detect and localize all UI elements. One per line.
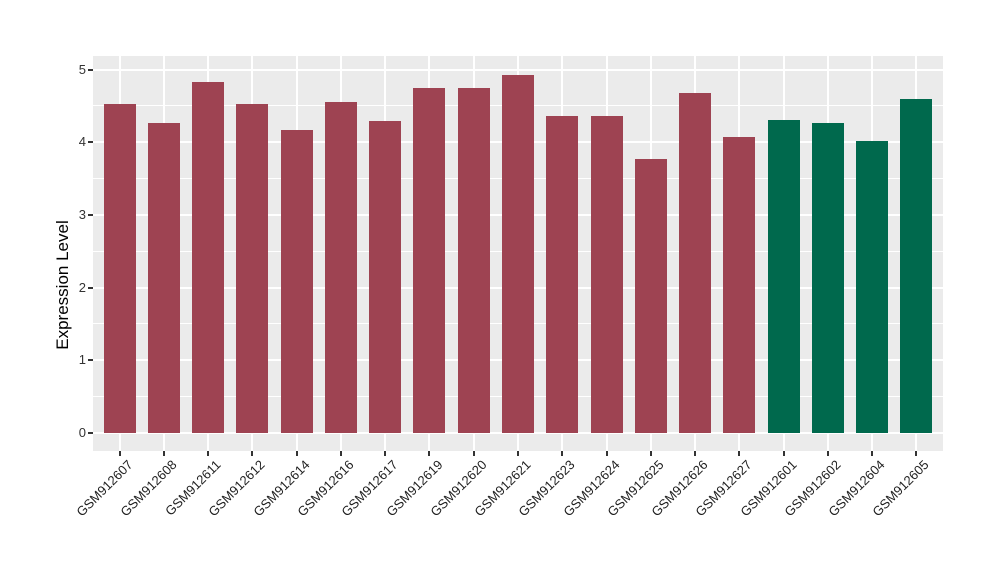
x-tick-mark xyxy=(782,451,785,456)
x-tick-mark xyxy=(384,451,387,456)
y-tick-label: 0 xyxy=(78,425,86,440)
x-tick-mark xyxy=(207,451,210,456)
y-tick-mark xyxy=(88,359,93,362)
bar-GSM912624 xyxy=(590,116,623,433)
y-tick-label: 2 xyxy=(78,279,86,295)
y-tick-label: 5 xyxy=(78,61,86,77)
bar-GSM912605 xyxy=(900,98,933,433)
bar-GSM912616 xyxy=(324,101,357,433)
x-tick-mark xyxy=(517,451,520,456)
bar-GSM912621 xyxy=(502,74,535,433)
bar-GSM912627 xyxy=(723,137,756,433)
x-tick-mark xyxy=(295,451,298,456)
x-tick-mark xyxy=(605,451,608,456)
x-tick-mark xyxy=(251,451,254,456)
x-tick-mark xyxy=(561,451,564,456)
x-tick-mark xyxy=(738,451,741,456)
y-tick-mark xyxy=(88,68,93,71)
x-tick-mark xyxy=(162,451,165,456)
y-tick-mark xyxy=(88,141,93,144)
bar-GSM912612 xyxy=(236,104,269,433)
bar-GSM912614 xyxy=(280,129,313,433)
x-tick-mark xyxy=(871,451,874,456)
bar-GSM912626 xyxy=(679,92,712,433)
x-tick-mark xyxy=(694,451,697,456)
y-tick-mark xyxy=(88,213,93,216)
bar-GSM912623 xyxy=(546,116,579,433)
x-tick-mark xyxy=(649,451,652,456)
bar-GSM912608 xyxy=(147,123,180,433)
bar-GSM912607 xyxy=(103,103,136,433)
y-tick-label: 4 xyxy=(78,134,86,150)
bar-GSM912617 xyxy=(369,121,402,433)
y-tick-mark xyxy=(88,432,93,434)
x-tick-mark xyxy=(472,451,475,456)
bar-GSM912625 xyxy=(634,158,667,433)
plot-panel xyxy=(93,56,943,451)
x-tick-mark xyxy=(428,451,431,456)
bar-GSM912611 xyxy=(192,81,225,433)
y-tick-label: 3 xyxy=(78,206,86,222)
x-tick-mark xyxy=(339,451,342,456)
bar-GSM912619 xyxy=(413,88,446,433)
x-tick-mark xyxy=(118,451,121,456)
bar-GSM912602 xyxy=(811,123,844,433)
bar-GSM912601 xyxy=(767,120,800,433)
y-tick-mark xyxy=(88,286,93,289)
y-tick-label: 1 xyxy=(78,352,86,368)
x-tick-mark xyxy=(826,451,829,456)
bar-GSM912604 xyxy=(856,141,889,433)
bar-GSM912620 xyxy=(457,88,490,433)
x-tick-mark xyxy=(915,451,918,456)
